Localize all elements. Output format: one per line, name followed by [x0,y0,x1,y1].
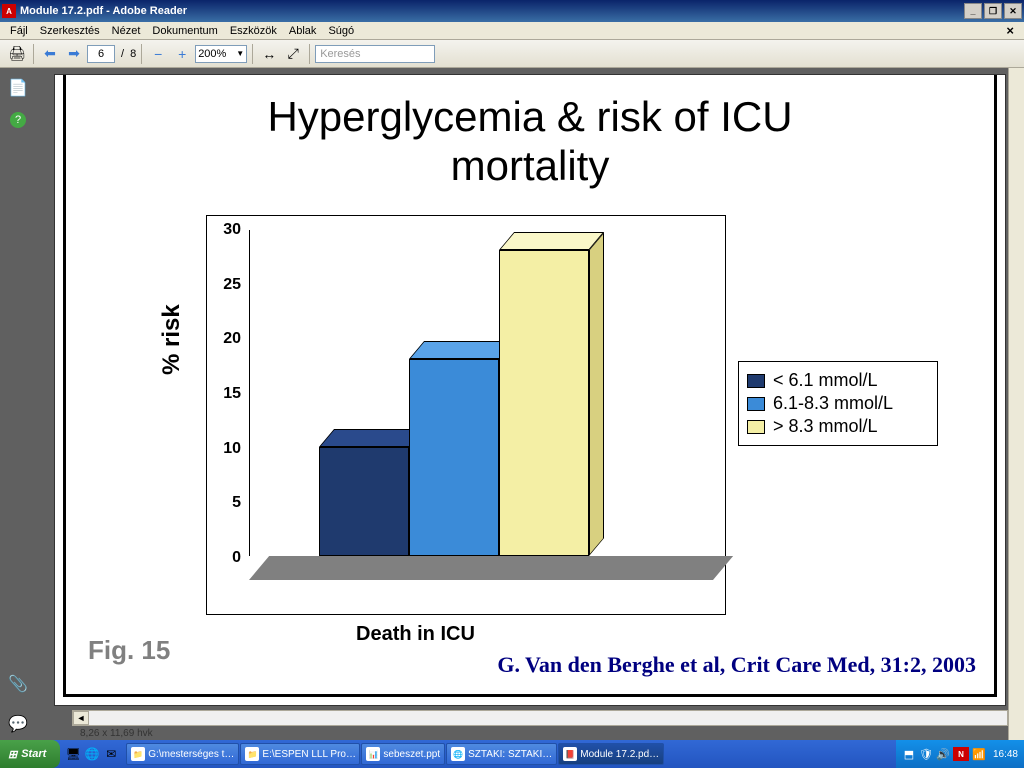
vertical-scrollbar[interactable] [1008,68,1024,740]
figure-label: Fig. 15 [88,635,170,666]
tray-icon[interactable]: ⬒ [902,747,916,761]
system-tray: ⬒ 🛡 🔊 N 📶 16:48 [896,740,1024,768]
prev-page-button[interactable]: ⬅ [39,43,61,65]
task-app-icon: 🌐 [451,747,465,761]
task-label: SZTAKI: SZTAKI… [468,749,552,760]
y-tick-label: 25 [211,276,241,294]
legend-label: 6.1-8.3 mmol/L [773,393,893,414]
clock[interactable]: 16:48 [993,749,1018,760]
total-pages: 8 [130,48,136,60]
nav-panel: 📄 ? 📎 💬 [0,68,36,740]
taskbar-task-button[interactable]: 📁E:\ESPEN LLL Pro… [240,743,360,765]
legend-swatch [747,374,765,388]
page-number-input[interactable] [87,45,115,63]
y-tick-label: 15 [211,385,241,403]
bar [409,359,499,556]
tray-lang-icon[interactable]: N [953,747,969,761]
pdf-page: Hyperglycemia & risk of ICUmortality % r… [54,74,1006,706]
legend-label: < 6.1 mmol/L [773,370,878,391]
citation-text: G. Van den Berghe et al, Crit Care Med, … [497,652,976,678]
task-label: Module 17.2.pd… [580,749,659,760]
toolbar: 🖨 ⬅ ➡ / 8 − + 200%▼ ↔ ⤢ Keresés [0,40,1024,68]
menu-help[interactable]: Súgó [322,24,360,38]
tray-icon[interactable]: 🛡 [919,747,933,761]
zoom-select[interactable]: 200%▼ [195,45,247,63]
show-desktop-icon[interactable]: 🖥 [64,745,82,763]
next-page-button[interactable]: ➡ [63,43,85,65]
taskbar: ⊞ Start 🖥 🌐 ✉ 📁G:\mesterséges t…📁E:\ESPE… [0,740,1024,768]
close-button[interactable]: ✕ [1004,3,1022,19]
search-input[interactable]: Keresés [315,45,435,63]
legend-item: > 8.3 mmol/L [747,416,929,437]
horizontal-scrollbar[interactable]: ◄ ► [72,710,1024,726]
menu-view[interactable]: Nézet [106,24,147,38]
menu-window[interactable]: Ablak [283,24,323,38]
document-viewer[interactable]: Hyperglycemia & risk of ICUmortality % r… [36,68,1024,740]
legend-swatch [747,420,765,434]
fit-width-button[interactable]: ↔ [258,43,280,65]
comments-icon[interactable]: 💬 [8,714,28,734]
legend-item: 6.1-8.3 mmol/L [747,393,929,414]
task-app-icon: 📁 [131,747,145,761]
browser-icon[interactable]: 🌐 [83,745,101,763]
task-app-icon: 📊 [366,747,380,761]
y-axis-label: % risk [158,304,186,375]
mail-icon[interactable]: ✉ [102,745,120,763]
restore-button[interactable]: ❐ [984,3,1002,19]
chart-legend: < 6.1 mmol/L6.1-8.3 mmol/L> 8.3 mmol/L [738,361,938,446]
app-icon: A [2,4,16,18]
bar [499,250,589,556]
taskbar-task-button[interactable]: 📕Module 17.2.pd… [558,743,664,765]
help-panel-icon[interactable]: ? [10,112,26,128]
scroll-left-button[interactable]: ◄ [73,711,89,725]
zoom-in-button[interactable]: + [171,43,193,65]
bar-chart: 0 5 10 15 20 25 30 [206,215,726,615]
task-label: sebeszet.ppt [383,749,440,760]
fit-page-button[interactable]: ⤢ [282,43,304,65]
task-app-icon: 📕 [563,747,577,761]
slide-title: Hyperglycemia & risk of ICUmortality [66,93,994,192]
tray-icon[interactable]: 📶 [972,747,986,761]
taskbar-task-button[interactable]: 📁G:\mesterséges t… [126,743,239,765]
window-titlebar: A Module 17.2.pdf - Adobe Reader _ ❐ ✕ [0,0,1024,22]
doc-close-button[interactable]: × [1000,22,1020,39]
menu-document[interactable]: Dokumentum [146,24,223,38]
x-axis-label: Death in ICU [356,623,475,646]
task-label: G:\mesterséges t… [148,749,234,760]
task-app-icon: 📁 [245,747,259,761]
pages-panel-icon[interactable]: 📄 [8,78,28,98]
print-button[interactable]: 🖨 [6,43,28,65]
task-label: E:\ESPEN LLL Pro… [262,749,356,760]
start-button[interactable]: ⊞ Start [0,740,60,768]
menu-edit[interactable]: Szerkesztés [34,24,106,38]
window-title: Module 17.2.pdf - Adobe Reader [20,5,187,17]
windows-logo-icon: ⊞ [8,748,17,761]
taskbar-tasks: 📁G:\mesterséges t…📁E:\ESPEN LLL Pro…📊seb… [124,743,896,765]
taskbar-task-button[interactable]: 🌐SZTAKI: SZTAKI… [446,743,557,765]
zoom-out-button[interactable]: − [147,43,169,65]
y-tick-label: 5 [211,494,241,512]
menu-tools[interactable]: Eszközök [224,24,283,38]
legend-item: < 6.1 mmol/L [747,370,929,391]
page-sep: / [117,48,128,60]
taskbar-task-button[interactable]: 📊sebeszet.ppt [361,743,445,765]
legend-label: > 8.3 mmol/L [773,416,878,437]
y-tick-label: 20 [211,330,241,348]
bar [319,447,409,556]
chart-floor [249,556,733,580]
quick-launch: 🖥 🌐 ✉ [60,745,124,763]
y-tick-label: 0 [211,549,241,567]
y-tick-label: 10 [211,440,241,458]
menu-bar: Fájl Szerkesztés Nézet Dokumentum Eszköz… [0,22,1024,40]
minimize-button[interactable]: _ [964,3,982,19]
attachments-icon[interactable]: 📎 [8,674,28,694]
y-tick-label: 30 [211,221,241,239]
page-dimensions: 8,26 x 11,69 hvk [72,726,161,740]
menu-file[interactable]: Fájl [4,24,34,38]
legend-swatch [747,397,765,411]
tray-icon[interactable]: 🔊 [936,747,950,761]
